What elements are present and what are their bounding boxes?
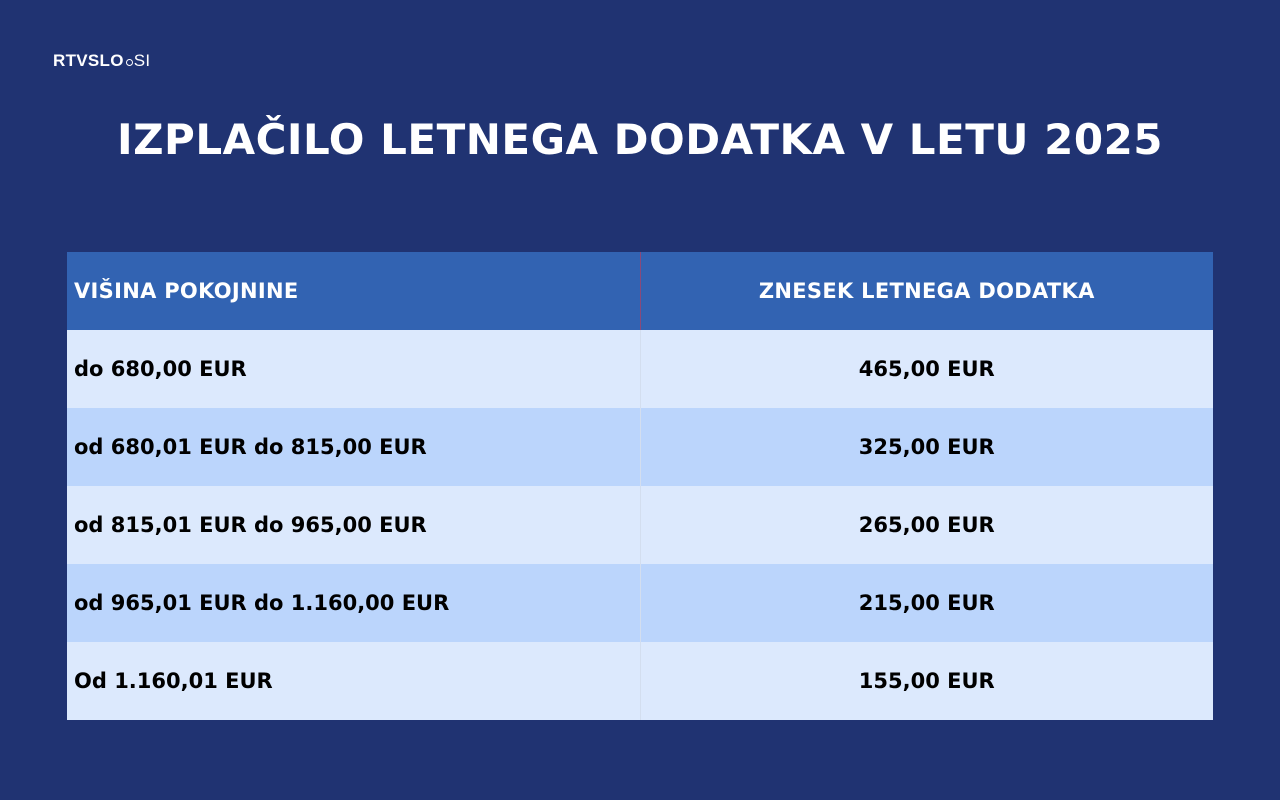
header-pension-amount: VIŠINA POKOJNINE (67, 252, 641, 330)
supplement-amount-cell: 325,00 EUR (640, 408, 1213, 486)
pension-range-cell: od 965,01 EUR do 1.160,00 EUR (67, 564, 641, 642)
table-row: od 680,01 EUR do 815,00 EUR 325,00 EUR (67, 408, 1213, 486)
supplement-amount-cell: 265,00 EUR (640, 486, 1213, 564)
table-row: od 815,01 EUR do 965,00 EUR 265,00 EUR (67, 486, 1213, 564)
supplement-amount-cell: 465,00 EUR (640, 330, 1213, 408)
table-row: od 965,01 EUR do 1.160,00 EUR 215,00 EUR (67, 564, 1213, 642)
table-header-row: VIŠINA POKOJNINE ZNESEK LETNEGA DODATKA (67, 252, 1213, 330)
pension-range-cell: od 680,01 EUR do 815,00 EUR (67, 408, 641, 486)
logo-brand: RTVSLO (53, 51, 124, 70)
pension-range-cell: Od 1.160,01 EUR (67, 642, 641, 720)
pension-range-cell: od 815,01 EUR do 965,00 EUR (67, 486, 641, 564)
rtvslo-logo: RTVSLO SI (53, 50, 150, 72)
header-supplement-amount: ZNESEK LETNEGA DODATKA (640, 252, 1213, 330)
pension-range-cell: do 680,00 EUR (67, 330, 641, 408)
supplement-amount-cell: 215,00 EUR (640, 564, 1213, 642)
table-row: Od 1.160,01 EUR 155,00 EUR (67, 642, 1213, 720)
page-title: IZPLAČILO LETNEGA DODATKA V LETU 2025 (116, 115, 1164, 164)
pension-supplement-table: VIŠINA POKOJNINE ZNESEK LETNEGA DODATKA … (67, 252, 1213, 720)
supplement-amount-cell: 155,00 EUR (640, 642, 1213, 720)
logo-dot-icon (125, 58, 133, 66)
logo-tld: SI (133, 51, 151, 70)
table-row: do 680,00 EUR 465,00 EUR (67, 330, 1213, 408)
